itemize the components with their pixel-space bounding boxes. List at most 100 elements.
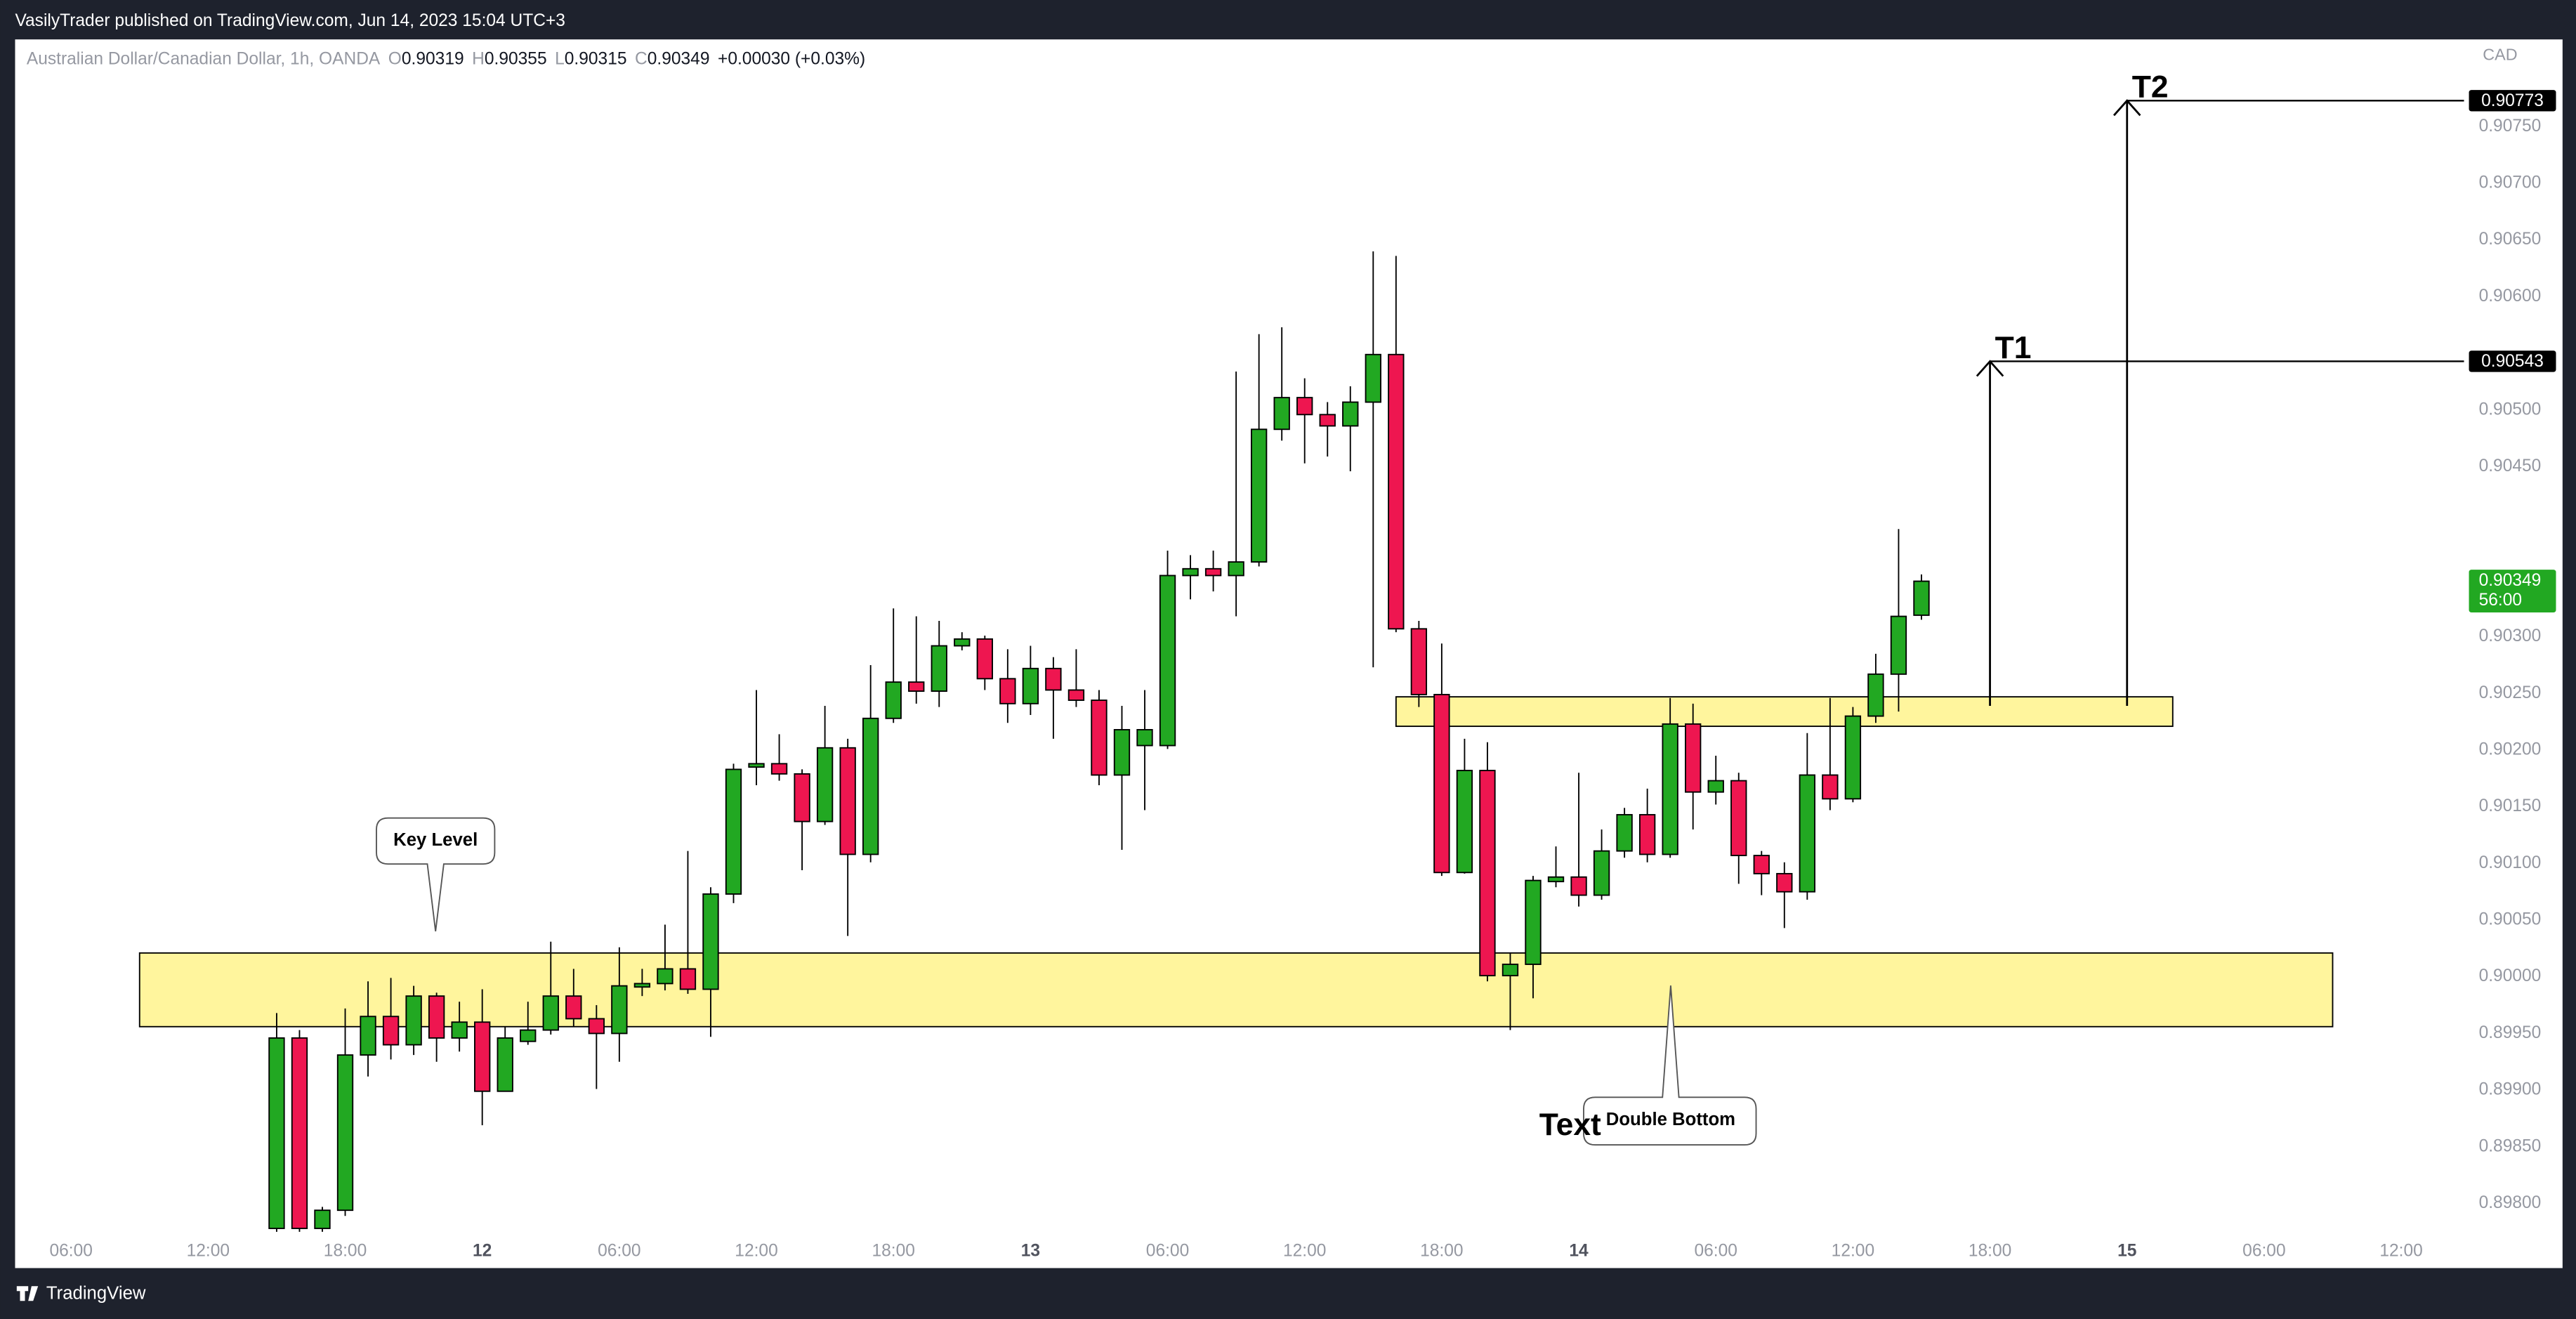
candle-body [1776,872,1793,893]
candle-body [1479,770,1496,977]
candle-body [1091,700,1108,776]
candle-body [474,1021,491,1092]
callout-bubble [1583,985,1757,1146]
candle-body [1273,397,1290,431]
candle-body [451,1021,468,1039]
candle-body [1501,964,1519,977]
x-tick-label: 18:00 [324,1242,367,1261]
target-label: T2 [2132,70,2169,105]
candle-body [1570,876,1587,896]
countdown: 56:00 [2479,591,2522,610]
y-tick-label: 0.90650 [2479,230,2542,249]
high-label: H [472,50,485,69]
zone [138,952,2334,1028]
candle-body [954,638,971,647]
candle-body [1410,628,1428,695]
candle-body [1593,850,1610,896]
candle-body [268,1037,285,1229]
callout-text: Double Bottom [1606,1110,1735,1129]
candle-body [794,773,810,822]
price-badge [2469,90,2556,112]
x-tick-label: 14 [1569,1242,1589,1261]
x-tick-label: 06:00 [1146,1242,1189,1261]
x-tick-label: 06:00 [598,1242,640,1261]
y-tick-label: 0.90300 [2479,626,2542,645]
x-tick-label: 12 [473,1242,492,1261]
candle-body [1616,814,1633,852]
close-label: C [635,50,648,69]
x-tick-label: 12:00 [735,1242,777,1261]
candle-body [633,983,651,988]
candle-body [1662,723,1678,855]
price-badge-label: 0.90543 [2481,352,2544,371]
candle-body [725,768,742,895]
footer-brand: TradingView [16,1284,146,1304]
marks: 0.89800 0.89850 0.89900 0.89950 0.90000 0.900… [49,70,2556,1261]
symbol: Australian Dollar/Canadian Dollar, 1h, O… [27,50,381,69]
y-tick-label: 0.89850 [2479,1136,2542,1155]
x-tick-label: 15 [2117,1242,2136,1261]
callout-text: Key Level [393,830,478,850]
x-tick-label: 12:00 [1832,1242,1874,1261]
key-level-callout: Key Level [376,817,496,932]
double-bottom-callout: Double Bottom [1583,985,1757,1146]
candle-body [314,1209,331,1229]
candle-body [1319,414,1336,427]
candle-body [611,985,628,1035]
candle-body [520,1029,537,1042]
x-tick-label: 13 [1021,1242,1040,1261]
candle-body [1433,693,1450,874]
zone [1395,696,2174,728]
callout-bubble [376,817,496,932]
candle-body [1045,667,1062,691]
candle-body [1685,723,1702,793]
x-tick-label: 12:00 [2379,1242,2422,1261]
y-tick-label: 0.90500 [2479,400,2542,419]
candle-body [1159,575,1176,747]
candle-body [1730,780,1747,857]
y-tick-label: 0.90450 [2479,457,2542,475]
y-tick-label: 0.90200 [2479,740,2542,759]
y-tick-label: 0.90000 [2479,966,2542,985]
x-tick-label: 18:00 [1969,1242,2011,1261]
candle-body [1822,774,1839,800]
candle-body [1296,397,1313,416]
candle-body [565,995,582,1020]
y-tick-label: 0.89800 [2479,1193,2542,1212]
candle-body [839,747,856,855]
candle-body [885,681,902,719]
candle-body [999,678,1016,704]
y-tick-label: 0.90050 [2479,910,2542,929]
price-badge [2469,350,2556,372]
candle-body [1365,353,1381,403]
candle-body [1913,580,1930,616]
candle-body [1182,567,1199,577]
candle-body [748,763,765,768]
candle-body [816,747,834,822]
y-tick-label: 0.90100 [2479,853,2542,872]
brand: TradingView [46,1284,146,1304]
candle-body [862,717,879,855]
plot-background [15,39,2563,1268]
candle-body [542,995,559,1031]
low-value: 0.90315 [565,50,627,69]
x-tick-label: 06:00 [1695,1242,1737,1261]
target-label: T1 [1995,331,2032,365]
candle-body [1022,667,1039,704]
open-value: 0.90319 [402,50,464,69]
candle-body [1890,615,1907,675]
candle-body [1525,879,1542,965]
candle-body [1136,729,1153,747]
y-tick-label: 0.89900 [2479,1080,2542,1099]
publisher: VasilyTrader published on TradingView.co… [15,11,565,30]
candle-body [1799,774,1816,893]
candle-body [382,1016,400,1046]
candle-body [405,995,422,1046]
y-tick-label: 0.90750 [2479,117,2542,136]
candle-body [1707,780,1724,793]
candle-body [291,1037,308,1229]
y-tick-label: 0.90150 [2479,796,2542,815]
price-badge-label: 0.90773 [2481,91,2544,110]
